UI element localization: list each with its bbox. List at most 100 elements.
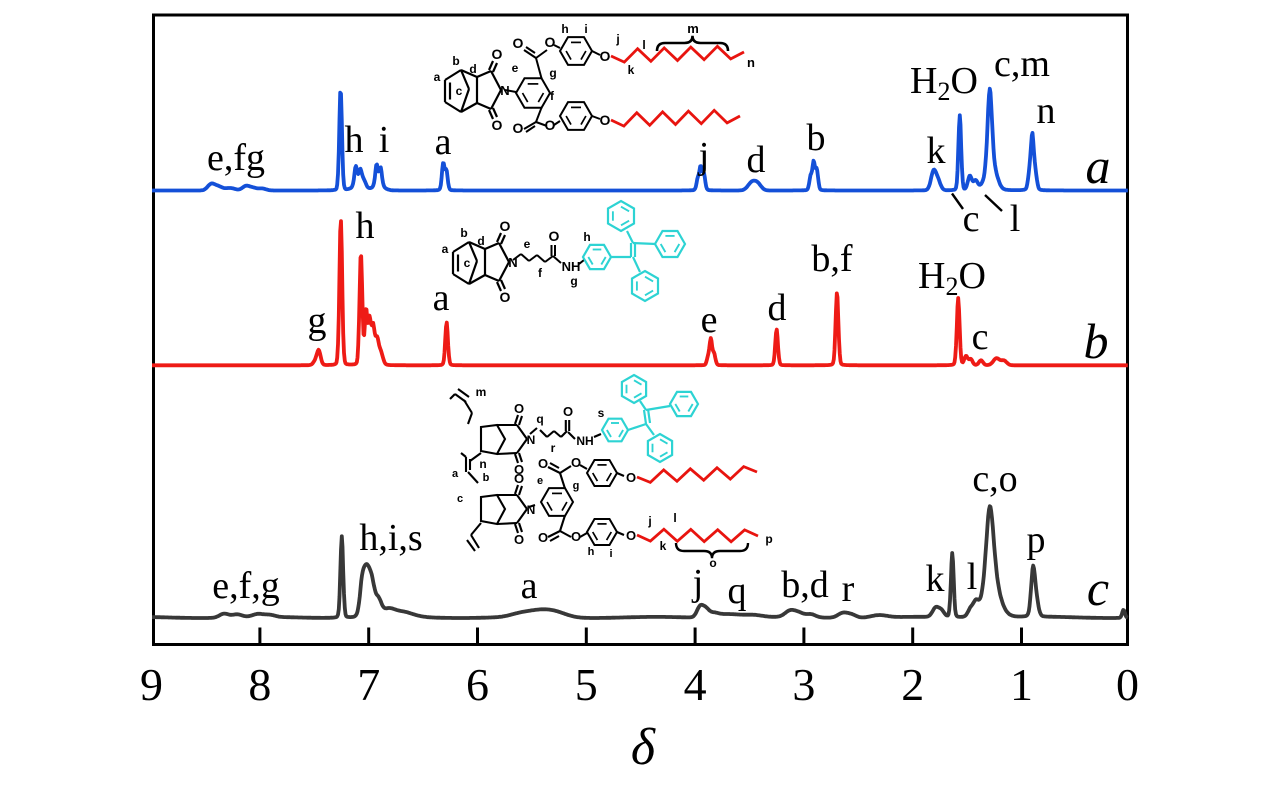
svg-text:p: p: [765, 532, 772, 546]
svg-text:3: 3: [792, 659, 815, 710]
svg-text:n: n: [479, 457, 486, 471]
svg-text:m: m: [687, 21, 699, 36]
svg-text:k: k: [926, 558, 945, 600]
svg-text:g: g: [308, 300, 327, 342]
svg-text:c: c: [963, 198, 980, 240]
svg-text:O: O: [514, 471, 524, 486]
svg-text:c: c: [456, 84, 463, 98]
svg-text:b: b: [1084, 313, 1109, 369]
svg-text:O: O: [600, 112, 611, 128]
svg-text:j: j: [697, 135, 710, 177]
svg-text:NH: NH: [562, 259, 581, 274]
svg-text:e,fg: e,fg: [207, 137, 265, 179]
svg-text:g: g: [549, 66, 556, 80]
svg-text:6: 6: [466, 659, 489, 710]
svg-text:O: O: [545, 34, 556, 50]
svg-text:4: 4: [684, 659, 707, 710]
svg-text:c: c: [464, 256, 471, 270]
svg-text:c: c: [1087, 560, 1109, 616]
svg-text:l: l: [1010, 198, 1021, 240]
svg-text:a: a: [433, 277, 450, 319]
svg-text:7: 7: [357, 659, 380, 710]
svg-text:b: b: [483, 472, 490, 484]
svg-text:h: h: [561, 22, 568, 36]
svg-text:k: k: [628, 63, 635, 77]
svg-text:O: O: [492, 46, 503, 62]
svg-text:O: O: [545, 117, 556, 133]
svg-text:O: O: [514, 462, 524, 477]
svg-text:k: k: [660, 539, 667, 553]
svg-text:l: l: [967, 556, 978, 598]
svg-text:O: O: [563, 404, 573, 419]
svg-text:j: j: [691, 562, 704, 604]
svg-text:O: O: [549, 228, 560, 244]
svg-text:O: O: [571, 529, 581, 544]
svg-text:g: g: [573, 480, 580, 492]
svg-text:n: n: [747, 55, 755, 70]
svg-text:b: b: [807, 117, 826, 159]
svg-text:NH: NH: [576, 434, 593, 448]
svg-text:c,m: c,m: [994, 43, 1050, 85]
svg-text:O: O: [513, 120, 524, 136]
svg-text:0: 0: [1116, 659, 1139, 710]
svg-text:g: g: [570, 274, 577, 288]
svg-text:d: d: [747, 139, 766, 181]
svg-text:9: 9: [140, 659, 163, 710]
svg-text:h,i,s: h,i,s: [359, 517, 422, 559]
svg-text:h: h: [583, 230, 590, 244]
svg-text:l: l: [642, 38, 645, 52]
svg-text:r: r: [551, 441, 556, 455]
svg-text:O: O: [514, 401, 524, 416]
svg-text:f: f: [538, 266, 543, 280]
svg-text:h: h: [345, 119, 364, 161]
svg-text:O: O: [500, 289, 511, 305]
svg-text:l: l: [673, 511, 676, 525]
svg-text:m: m: [476, 385, 487, 399]
svg-text:c: c: [972, 316, 989, 358]
svg-text:i: i: [379, 119, 390, 161]
svg-text:f: f: [550, 89, 555, 103]
svg-text:1: 1: [1010, 659, 1033, 710]
svg-text:j: j: [647, 514, 651, 528]
svg-text:δ: δ: [631, 719, 656, 776]
svg-text:d: d: [768, 287, 787, 329]
svg-text:d: d: [469, 62, 476, 76]
svg-text:h: h: [588, 546, 595, 558]
svg-text:O: O: [600, 48, 611, 64]
svg-text:a: a: [442, 242, 449, 256]
svg-text:O: O: [538, 456, 548, 471]
svg-text:O: O: [514, 532, 524, 547]
svg-text:O: O: [538, 530, 548, 545]
svg-text:i: i: [584, 22, 587, 36]
svg-text:a: a: [435, 121, 452, 163]
svg-text:e,f,g: e,f,g: [212, 565, 280, 607]
svg-text:p: p: [1027, 519, 1046, 561]
svg-text:q: q: [728, 570, 747, 612]
svg-text:c,o: c,o: [972, 458, 1017, 500]
svg-text:r: r: [842, 568, 855, 610]
svg-text:a: a: [452, 468, 459, 480]
svg-text:O: O: [513, 35, 524, 51]
svg-text:b: b: [460, 226, 467, 240]
svg-text:8: 8: [248, 659, 271, 710]
svg-text:5: 5: [575, 659, 598, 710]
svg-text:O: O: [492, 117, 503, 133]
svg-text:a: a: [434, 70, 441, 84]
svg-text:a: a: [521, 565, 538, 607]
svg-text:e: e: [524, 237, 531, 251]
svg-text:N: N: [527, 503, 536, 517]
svg-text:o: o: [709, 556, 716, 570]
svg-text:O: O: [626, 528, 636, 543]
svg-text:e: e: [537, 475, 543, 487]
svg-text:e: e: [512, 61, 519, 75]
svg-text:N: N: [508, 255, 517, 270]
svg-text:b: b: [452, 54, 459, 68]
svg-text:2: 2: [901, 659, 924, 710]
svg-text:s: s: [598, 406, 605, 420]
svg-text:b,d: b,d: [781, 564, 829, 606]
svg-text:h: h: [356, 205, 375, 247]
svg-text:O: O: [571, 455, 581, 470]
svg-text:n: n: [1037, 90, 1056, 132]
svg-text:k: k: [927, 130, 946, 172]
svg-text:O: O: [626, 470, 636, 485]
